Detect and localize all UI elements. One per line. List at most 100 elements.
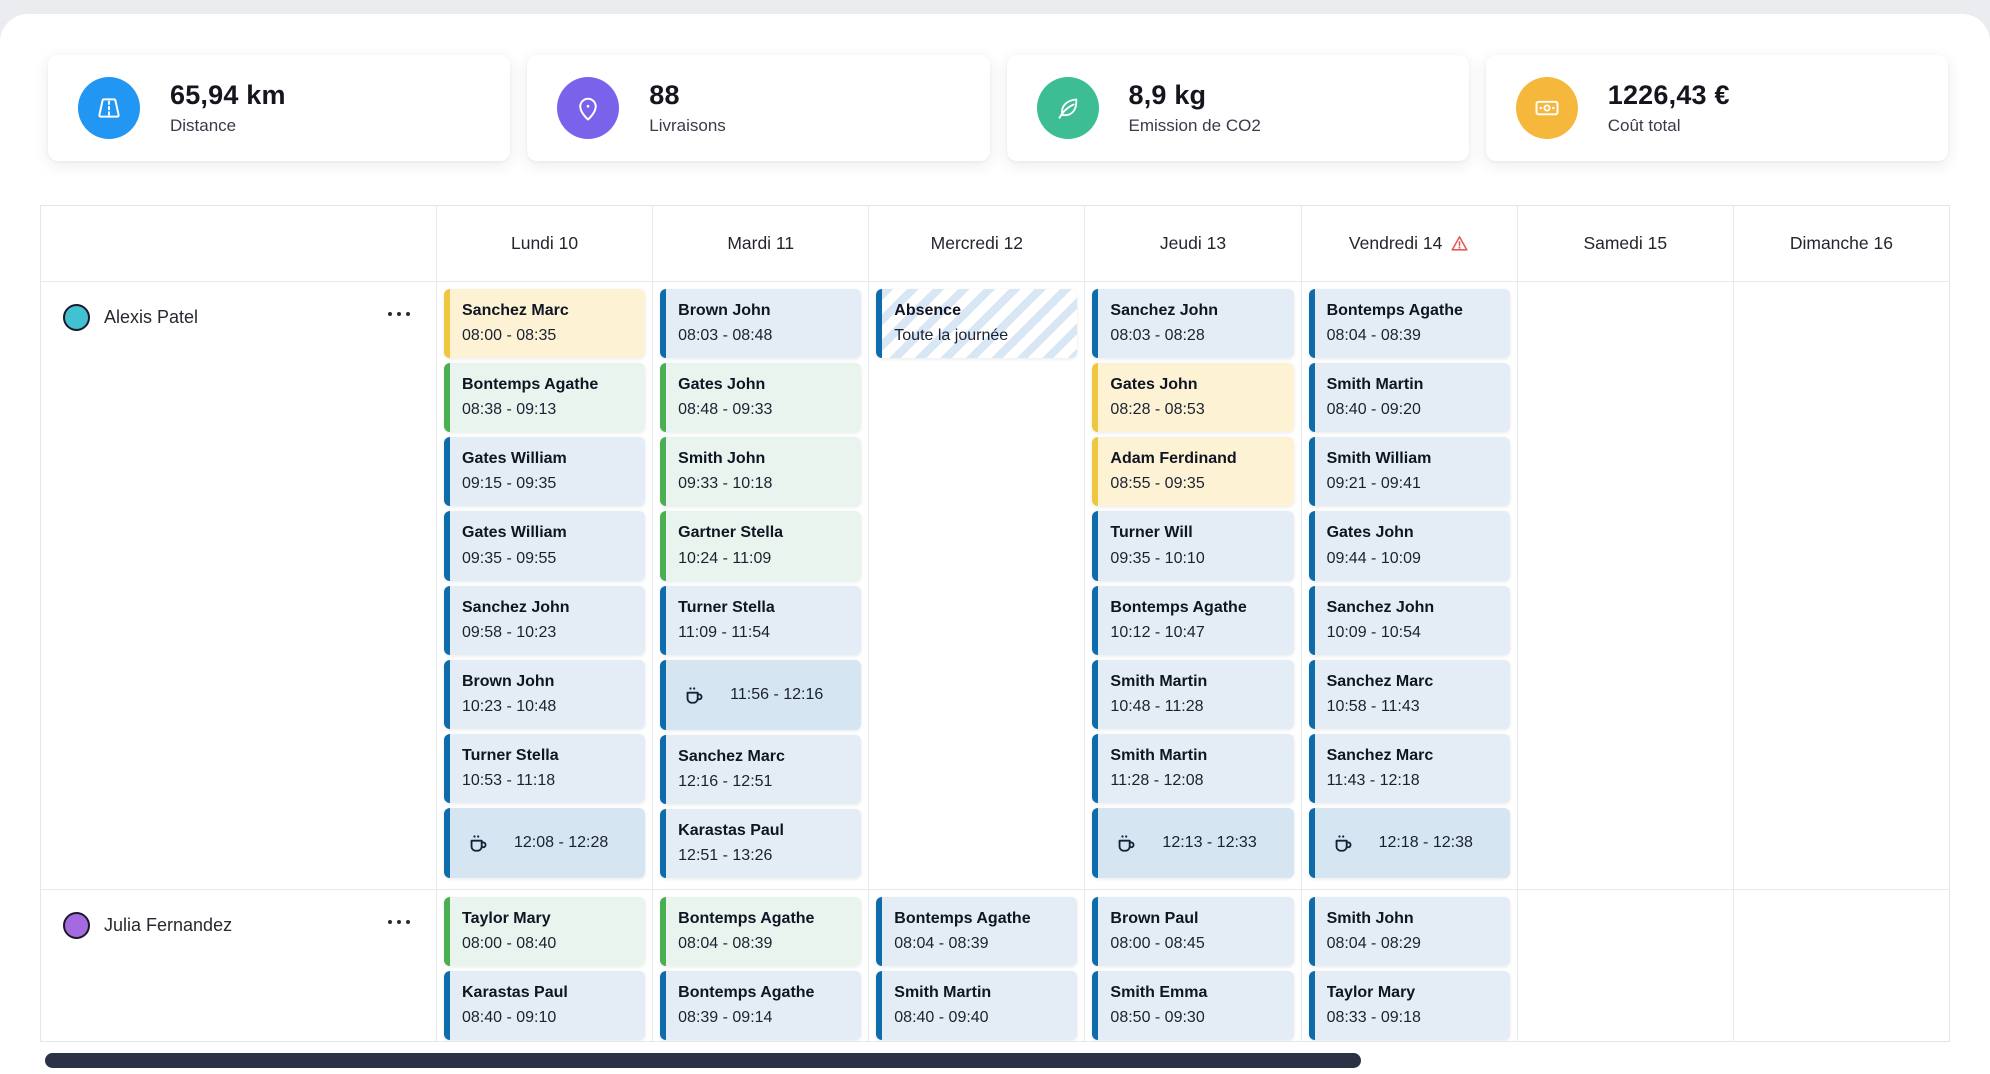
day-header-mardi: Mardi 11 <box>652 206 868 281</box>
appointment-card[interactable]: Gartner Stella 10:24 - 11:09 <box>660 511 862 581</box>
appointment-client: Sanchez Marc <box>1326 746 1434 764</box>
appointment-card[interactable]: Sanchez Marc 11:43 - 12:18 <box>1308 733 1510 804</box>
row-menu-button[interactable] <box>386 304 412 324</box>
avatar <box>63 912 90 939</box>
appointment-client: Smith Martin <box>894 984 992 1002</box>
appointment-time: 08:28 - 08:53 <box>1110 401 1205 419</box>
appointment-card[interactable]: Taylor Mary 08:00 - 08:40 <box>444 897 646 967</box>
kpi-value: 88 <box>649 80 680 110</box>
appointment-card[interactable]: Smith Martin 08:40 - 09:20 <box>1308 363 1510 433</box>
appointment-time: 08:03 - 08:48 <box>678 327 773 345</box>
day-header-mercredi: Mercredi 12 <box>868 206 1084 281</box>
appointment-client: Smith Martin <box>1110 746 1208 764</box>
appointment-card[interactable]: Karastas Paul 08:40 - 09:10 <box>444 971 646 1041</box>
appointment-card[interactable]: Bontemps Agathe 10:12 - 10:47 <box>1092 585 1294 655</box>
appointment-client: Taylor Mary <box>1326 984 1416 1002</box>
appointment-card[interactable]: Smith Martin 08:40 - 09:40 <box>876 971 1078 1041</box>
appointment-card[interactable]: Gates John 08:48 - 09:33 <box>660 363 862 433</box>
break-card[interactable]: 12:13 - 12:33 <box>1092 808 1294 879</box>
appointment-card[interactable]: Sanchez John 10:09 - 10:54 <box>1308 585 1510 655</box>
employee-cell: Julia Fernandez <box>41 889 436 1041</box>
appointment-client: Bontemps Agathe <box>678 910 815 927</box>
kpi-card-deliveries: 88 Livraisons <box>527 55 990 161</box>
appointment-card[interactable]: Sanchez John 09:58 - 10:23 <box>444 585 646 655</box>
break-time: 12:13 - 12:33 <box>1162 834 1257 852</box>
employee-name: Julia Fernandez <box>104 915 233 935</box>
appointment-card[interactable]: Sanchez John 08:03 - 08:28 <box>1092 289 1294 359</box>
appointment-card[interactable]: Bontemps Agathe 08:39 - 09:14 <box>660 971 862 1041</box>
appointment-card[interactable]: Smith Martin 10:48 - 11:28 <box>1092 659 1294 729</box>
appointment-card[interactable]: Turner Will 09:35 - 10:10 <box>1092 511 1294 581</box>
appointment-time: 08:48 - 09:33 <box>678 401 773 419</box>
break-time: 12:08 - 12:28 <box>514 834 609 852</box>
appointment-card[interactable]: Bontemps Agathe 08:38 - 09:13 <box>444 363 646 433</box>
appointment-client: Bontemps Agathe <box>678 984 815 1002</box>
appointment-card[interactable]: Smith Martin 11:28 - 12:08 <box>1092 733 1294 804</box>
day-cell: Sanchez Marc 08:00 - 08:35 Bontemps Agathe… <box>436 281 653 889</box>
day-header-label: Mercredi 12 <box>930 233 1024 253</box>
appointment-card[interactable]: Brown Paul 08:00 - 08:45 <box>1092 897 1294 967</box>
appointment-card[interactable]: Smith John 08:04 - 08:29 <box>1308 897 1510 967</box>
kpi-row: 65,94 km Distance 88 Livraisons 8,9 kg E… <box>48 55 1948 161</box>
appointment-client: Gates John <box>678 376 766 394</box>
absence-subtitle: Toute la journée <box>894 327 1009 345</box>
break-card[interactable]: 12:18 - 12:38 <box>1308 808 1510 879</box>
kpi-card-co2: 8,9 kg Emission de CO2 <box>1006 55 1469 161</box>
appointment-card[interactable]: Adam Ferdinand 08:55 - 09:35 <box>1092 437 1294 507</box>
appointment-card[interactable]: Gates William 09:15 - 09:35 <box>444 437 646 507</box>
appointment-client: Sanchez John <box>462 598 570 616</box>
appointment-time: 08:40 - 09:40 <box>894 1009 989 1027</box>
appointment-time: 08:33 - 09:18 <box>1326 1009 1421 1027</box>
banknote-icon <box>1515 77 1578 139</box>
appointment-card[interactable]: Karastas Paul 12:51 - 13:26 <box>660 808 862 879</box>
appointment-card[interactable]: Sanchez Marc 10:58 - 11:43 <box>1308 659 1510 729</box>
appointment-card[interactable]: Sanchez Marc 08:00 - 08:35 <box>444 289 646 359</box>
appointment-time: 10:58 - 11:43 <box>1326 697 1420 715</box>
appointment-card[interactable]: Bontemps Agathe 08:04 - 08:39 <box>660 897 862 967</box>
calendar-corner-cell <box>41 206 436 281</box>
appointment-card[interactable]: Bontemps Agathe 08:04 - 08:39 <box>1308 289 1510 359</box>
location-pin-icon <box>557 77 620 139</box>
appointment-card[interactable]: Smith John 09:33 - 10:18 <box>660 437 862 507</box>
appointment-time: 09:33 - 10:18 <box>678 475 773 493</box>
day-header-label: Lundi 10 <box>510 233 579 253</box>
break-card[interactable]: 12:08 - 12:28 <box>444 808 646 879</box>
appointment-card[interactable]: Turner Stella 10:53 - 11:18 <box>444 733 646 804</box>
appointment-client: Smith Martin <box>1326 376 1424 394</box>
appointment-card[interactable]: Taylor Mary 08:33 - 09:18 <box>1308 971 1510 1041</box>
appointment-card[interactable]: Brown John 10:23 - 10:48 <box>444 659 646 729</box>
appointment-card[interactable]: Gates John 08:28 - 08:53 <box>1092 363 1294 433</box>
appointment-time: 08:00 - 08:40 <box>462 935 557 953</box>
row-menu-button[interactable] <box>386 912 412 932</box>
appointment-time: 11:28 - 12:08 <box>1110 772 1204 790</box>
employee-name: Alexis Patel <box>104 307 199 327</box>
day-cell: Bontemps Agathe 08:04 - 08:39 Smith Martin… <box>1300 281 1517 889</box>
appointment-card[interactable]: Sanchez Marc 12:16 - 12:51 <box>660 734 862 804</box>
horizontal-scrollbar-thumb[interactable] <box>45 1053 1361 1068</box>
day-header-label: Vendredi 14 <box>1348 233 1443 253</box>
road-icon <box>78 77 140 139</box>
day-header-lundi: Lundi 10 <box>436 206 652 281</box>
appointment-time: 09:58 - 10:23 <box>462 623 557 641</box>
kpi-text: 65,94 km Distance <box>170 80 286 136</box>
warning-triangle-icon[interactable] <box>1450 234 1469 253</box>
appointment-card[interactable]: Smith Emma 08:50 - 09:30 <box>1092 971 1294 1041</box>
appointment-client: Smith William <box>1326 450 1432 468</box>
appointment-card[interactable]: Gates William 09:35 - 09:55 <box>444 511 646 581</box>
appointment-card[interactable]: Brown John 08:03 - 08:48 <box>660 289 862 359</box>
appointment-card[interactable]: Bontemps Agathe 08:04 - 08:39 <box>876 897 1078 967</box>
kpi-label: Coût total <box>1607 116 1681 135</box>
day-header-samedi: Samedi 15 <box>1516 206 1733 281</box>
break-card[interactable]: 11:56 - 12:16 <box>660 659 862 730</box>
appointment-client: Karastas Paul <box>462 984 568 1002</box>
absence-card[interactable]: Absence Toute la journée <box>876 289 1078 359</box>
appointment-card[interactable]: Smith William 09:21 - 09:41 <box>1308 437 1510 507</box>
appointment-time: 08:00 - 08:45 <box>1110 935 1205 953</box>
appointment-client: Smith Emma <box>1110 984 1208 1002</box>
appointment-card[interactable]: Gates John 09:44 - 10:09 <box>1308 511 1510 581</box>
coffee-cup-icon <box>682 683 706 707</box>
appointment-client: Turner Will <box>1110 524 1193 542</box>
appointment-client: Adam Ferdinand <box>1110 450 1237 468</box>
kpi-label: Emission de CO2 <box>1128 116 1261 135</box>
appointment-card[interactable]: Turner Stella 11:09 - 11:54 <box>660 585 862 655</box>
